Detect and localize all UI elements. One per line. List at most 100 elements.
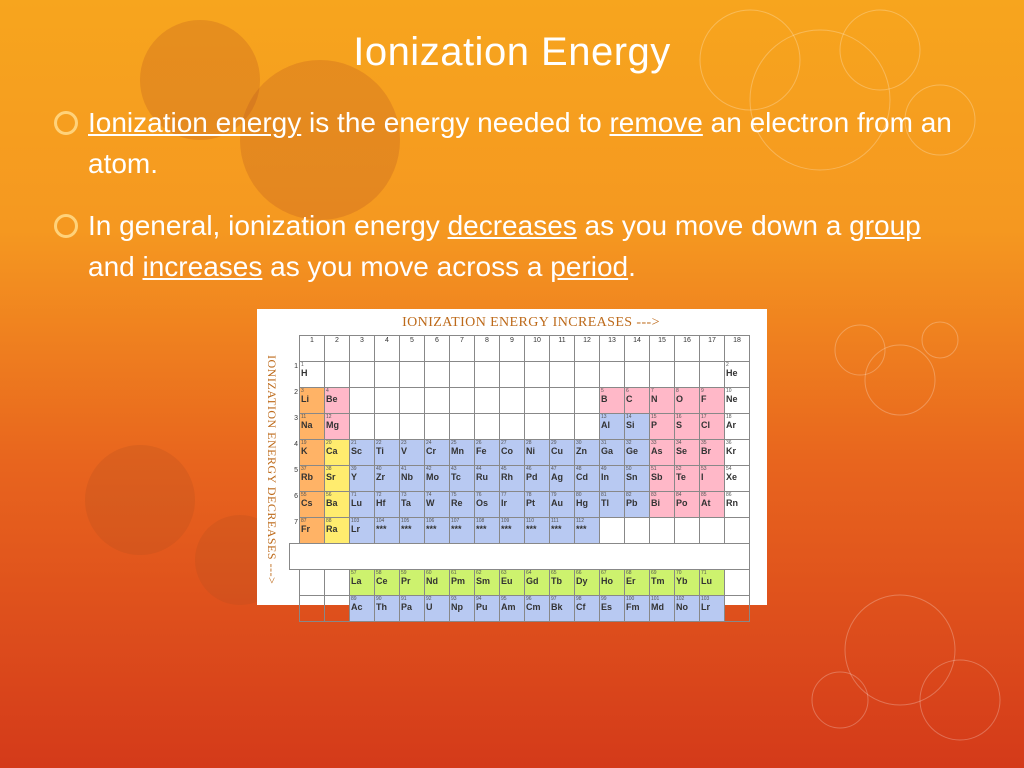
element-cell: 91Pa <box>400 596 425 622</box>
element-cell: 33As <box>650 440 675 466</box>
element-cell: 49In <box>600 466 625 492</box>
element-cell: 14Si <box>625 414 650 440</box>
element-cell: 74W <box>425 492 450 518</box>
element-cell: 27Co <box>500 440 525 466</box>
element-cell: 29Cu <box>550 440 575 466</box>
element-cell: 76Os <box>475 492 500 518</box>
element-cell: 53I <box>700 466 725 492</box>
element-cell: 63Eu <box>500 570 525 596</box>
periodic-table-figure: IONIZATION ENERGY INCREASES ---> IONIZAT… <box>257 309 767 605</box>
element-cell: 48Cd <box>575 466 600 492</box>
element-cell: 12Mg <box>325 414 350 440</box>
element-cell: 16S <box>675 414 700 440</box>
element-cell: 8O <box>675 388 700 414</box>
element-cell: 26Fe <box>475 440 500 466</box>
element-cell: 101Md <box>650 596 675 622</box>
element-cell: 98Cf <box>575 596 600 622</box>
element-cell: 86Rn <box>725 492 750 518</box>
element-cell: 80Hg <box>575 492 600 518</box>
element-cell: 103Lr <box>700 596 725 622</box>
element-cell: 51Sb <box>650 466 675 492</box>
element-cell: 99Es <box>600 596 625 622</box>
element-cell: 103Lr <box>350 518 375 544</box>
element-cell: 68Er <box>625 570 650 596</box>
element-cell: 100Fm <box>625 596 650 622</box>
element-cell: 71Lu <box>350 492 375 518</box>
element-cell: 64Gd <box>525 570 550 596</box>
element-cell: 56Ba <box>325 492 350 518</box>
element-cell: 112*** <box>575 518 600 544</box>
element-cell: 45Rh <box>500 466 525 492</box>
element-cell: 87Fr <box>300 518 325 544</box>
element-cell: 24Cr <box>425 440 450 466</box>
element-cell: 84Po <box>675 492 700 518</box>
slide: Ionization Energy Ionization energy is t… <box>0 0 1024 635</box>
element-cell: 9F <box>700 388 725 414</box>
element-cell: 31Ga <box>600 440 625 466</box>
element-cell: 90Th <box>375 596 400 622</box>
element-cell: 15P <box>650 414 675 440</box>
element-cell: 81Tl <box>600 492 625 518</box>
element-cell: 57La <box>350 570 375 596</box>
element-cell: 32Ge <box>625 440 650 466</box>
element-cell: 82Pb <box>625 492 650 518</box>
element-cell: 54Xe <box>725 466 750 492</box>
element-cell: 18Ar <box>725 414 750 440</box>
element-cell: 1H <box>300 362 325 388</box>
element-cell: 6C <box>625 388 650 414</box>
side-arrow-label: IONIZATION ENERGY DECREASES ---> <box>261 339 279 599</box>
element-cell: 20Ca <box>325 440 350 466</box>
element-cell: 43Tc <box>450 466 475 492</box>
element-cell: 96Cm <box>525 596 550 622</box>
element-cell: 60Nd <box>425 570 450 596</box>
element-cell: 52Te <box>675 466 700 492</box>
element-cell: 97Bk <box>550 596 575 622</box>
element-cell: 85At <box>700 492 725 518</box>
element-cell: 40Zr <box>375 466 400 492</box>
element-cell: 55Cs <box>300 492 325 518</box>
element-cell: 107*** <box>450 518 475 544</box>
element-cell: 109*** <box>500 518 525 544</box>
element-cell: 22Ti <box>375 440 400 466</box>
element-cell: 36Kr <box>725 440 750 466</box>
periodic-table: 12345678910111213141516171811H2He23Li4Be… <box>289 335 750 622</box>
element-cell: 62Sm <box>475 570 500 596</box>
element-cell: 19K <box>300 440 325 466</box>
element-cell: 7N <box>650 388 675 414</box>
element-cell: 108*** <box>475 518 500 544</box>
element-cell: 92U <box>425 596 450 622</box>
element-cell: 44Ru <box>475 466 500 492</box>
element-cell: 93Np <box>450 596 475 622</box>
element-cell: 42Mo <box>425 466 450 492</box>
element-cell: 111*** <box>550 518 575 544</box>
element-cell: 66Dy <box>575 570 600 596</box>
element-cell: 58Ce <box>375 570 400 596</box>
element-cell: 83Bi <box>650 492 675 518</box>
element-cell: 5B <box>600 388 625 414</box>
bullet-2: In general, ionization energy decreases … <box>50 206 974 287</box>
element-cell: 77Ir <box>500 492 525 518</box>
element-cell: 102No <box>675 596 700 622</box>
element-cell: 10Ne <box>725 388 750 414</box>
element-cell: 75Re <box>450 492 475 518</box>
element-cell: 38Sr <box>325 466 350 492</box>
element-cell: 78Pt <box>525 492 550 518</box>
element-cell: 72Hf <box>375 492 400 518</box>
element-cell: 11Na <box>300 414 325 440</box>
element-cell: 59Pr <box>400 570 425 596</box>
element-cell: 88Ra <box>325 518 350 544</box>
element-cell: 37Rb <box>300 466 325 492</box>
element-cell: 94Pu <box>475 596 500 622</box>
element-cell: 106*** <box>425 518 450 544</box>
element-cell: 69Tm <box>650 570 675 596</box>
element-cell: 46Pd <box>525 466 550 492</box>
element-cell: 89Ac <box>350 596 375 622</box>
element-cell: 50Sn <box>625 466 650 492</box>
element-cell: 35Br <box>700 440 725 466</box>
element-cell: 34Se <box>675 440 700 466</box>
element-cell: 30Zn <box>575 440 600 466</box>
element-cell: 39Y <box>350 466 375 492</box>
element-cell: 25Mn <box>450 440 475 466</box>
element-cell: 61Pm <box>450 570 475 596</box>
element-cell: 110*** <box>525 518 550 544</box>
